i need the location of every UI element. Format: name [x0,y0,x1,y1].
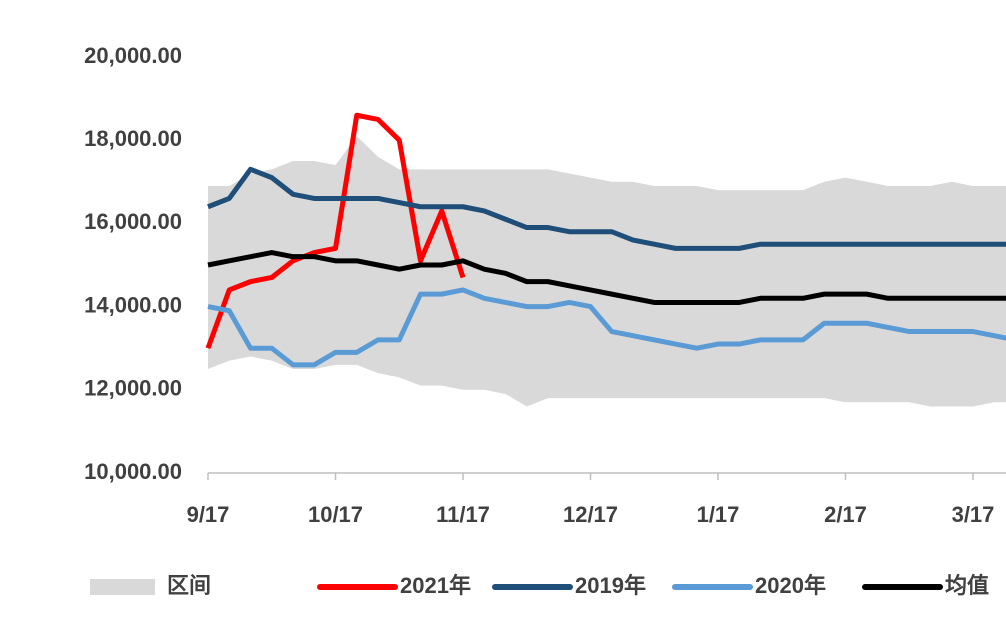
legend-label: 2021年 [400,573,471,598]
range-band [208,136,1006,407]
series-line [207,166,1006,251]
legend-label: 2019年 [575,573,646,598]
series-line [207,287,1006,368]
legend-label: 区间 [167,573,211,598]
legend-label: 2020年 [755,573,826,598]
y-tick-label: 12,000.00 [84,376,182,401]
series-line [205,112,466,350]
x-tick-label: 12/17 [563,502,618,527]
x-tick-label: 3/17 [952,502,995,527]
x-tick-label: 11/17 [436,502,490,527]
legend-swatch [90,579,155,595]
x-tick-label: 1/17 [697,502,740,527]
x-tick-label: 10/17 [308,502,363,527]
y-tick-label: 10,000.00 [84,459,182,484]
y-tick-label: 20,000.00 [84,43,182,68]
series-line [207,250,1006,305]
y-tick-label: 14,000.00 [84,292,182,317]
x-tick-label: 2/17 [824,502,867,527]
x-tick-label: 9/17 [187,502,230,527]
y-tick-label: 16,000.00 [84,209,182,234]
legend-label: 均值 [945,573,989,598]
y-tick-label: 18,000.00 [84,126,182,151]
